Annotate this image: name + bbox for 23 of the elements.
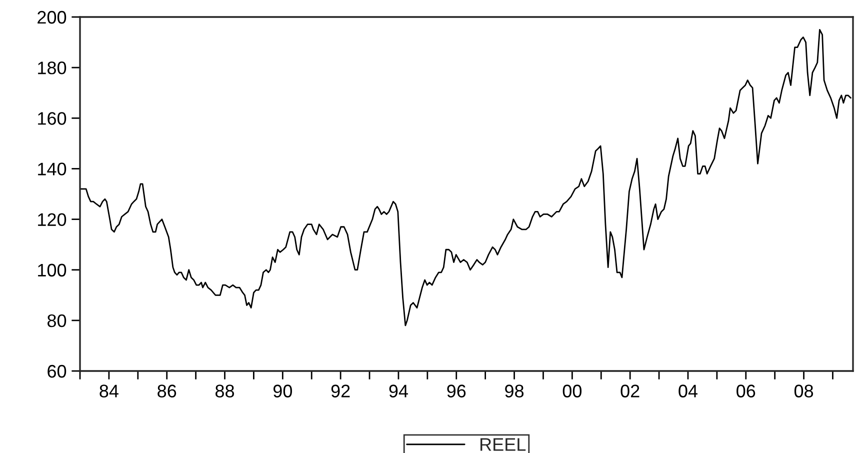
y-tick-label: 160 bbox=[38, 112, 66, 125]
x-tick-label: 86 bbox=[158, 384, 176, 398]
x-tick-label: 90 bbox=[273, 384, 292, 398]
y-tick-label: 120 bbox=[38, 213, 66, 226]
x-tick-label: 88 bbox=[216, 384, 234, 398]
y-tick-label: 60 bbox=[48, 364, 66, 378]
line-series bbox=[80, 28, 852, 326]
x-tick-label: 94 bbox=[389, 384, 408, 398]
y-tick-label: 180 bbox=[38, 62, 66, 74]
x-tick-label: 00 bbox=[562, 384, 582, 398]
x-tick-label: 04 bbox=[678, 384, 698, 398]
legend-label: REEL bbox=[480, 438, 526, 451]
y-tick-label: 140 bbox=[38, 162, 66, 176]
y-tick-label: 80 bbox=[48, 314, 66, 328]
x-tick-label: 02 bbox=[620, 384, 640, 398]
x-tick-label: 98 bbox=[505, 384, 524, 398]
x-tick-label: 84 bbox=[100, 384, 118, 398]
x-tick-label: 92 bbox=[331, 384, 350, 398]
x-tick-label: 08 bbox=[794, 384, 814, 398]
y-tick-label: 100 bbox=[38, 264, 66, 277]
x-tick-label: 96 bbox=[447, 384, 466, 398]
x-tick-label: 06 bbox=[736, 384, 756, 398]
y-tick-label: 200 bbox=[38, 10, 66, 24]
